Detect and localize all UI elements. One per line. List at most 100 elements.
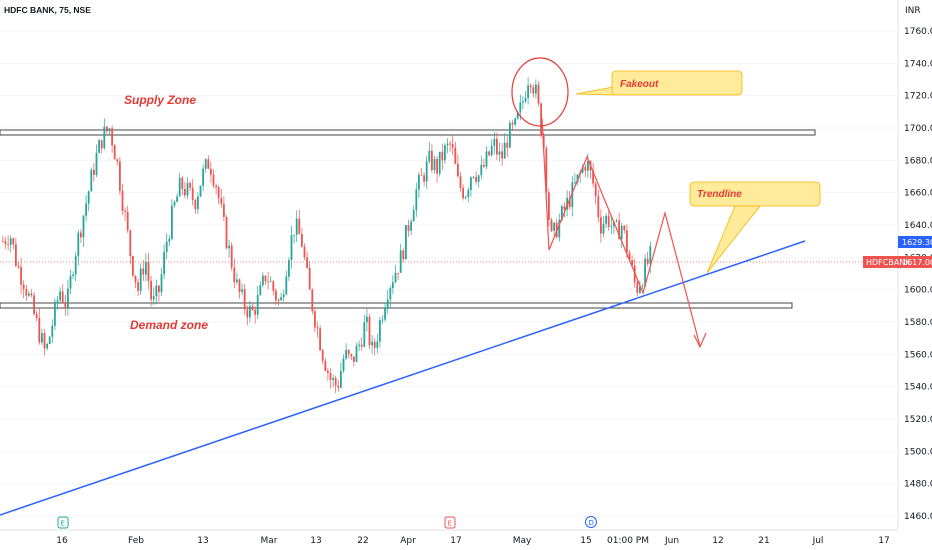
price-axis[interactable]: 1460.00 1480.00 1500.00 1520.00 1540.00 1560.… (904, 27, 932, 522)
y-tick-label: 1760.00 (904, 27, 932, 37)
candle-body (329, 372, 332, 380)
candle-body (150, 280, 152, 300)
candle-body (61, 291, 64, 303)
candle-body (74, 256, 77, 275)
candle-body (80, 232, 82, 238)
candle-body (9, 238, 12, 245)
candle-body (152, 296, 155, 300)
candle-body (4, 241, 7, 245)
candle-body (355, 345, 358, 362)
x-tick-label: 17 (450, 536, 461, 546)
plot-area[interactable] (0, 0, 898, 530)
earnings-marker-2-box (444, 516, 456, 529)
earnings-marker-1[interactable]: E (57, 516, 69, 529)
candle-body (124, 210, 126, 212)
chart-title: HDFC BANK, 75, NSE (4, 5, 91, 15)
candle-body (389, 288, 392, 300)
candle-body (496, 138, 498, 155)
candle-body (459, 176, 462, 188)
candle-body (186, 183, 189, 196)
y-tick-label: 1680.00 (904, 156, 932, 166)
candle-body (41, 333, 43, 343)
trendline-callout-box (689, 181, 821, 207)
candle-body (15, 244, 17, 266)
candle-body (412, 210, 415, 222)
candle-body (524, 98, 527, 102)
forecast-path[interactable] (541, 117, 701, 347)
candle-body (376, 341, 379, 348)
candle-body (381, 319, 384, 321)
candle-body (485, 151, 488, 167)
fakeout-callout[interactable]: Fakeout (575, 70, 743, 96)
fakeout-callout-box (611, 70, 743, 96)
candle-body (568, 197, 571, 208)
candle-body (587, 161, 589, 171)
candle-body (246, 309, 249, 318)
candle-body (280, 297, 282, 301)
earnings-marker-2[interactable]: E (444, 516, 456, 529)
candle-body (457, 163, 459, 177)
candle-body (249, 306, 251, 318)
demand-zone-rect[interactable] (0, 302, 793, 309)
candle-body (126, 211, 129, 231)
candle-body (67, 288, 69, 308)
trendline[interactable] (0, 240, 806, 516)
earnings-marker-1-box (57, 516, 69, 529)
candle-body (319, 328, 321, 351)
candle-body (470, 177, 472, 191)
candle-body (566, 197, 568, 210)
candle-body (2, 241, 4, 242)
candle-body (402, 250, 405, 260)
candle-body (379, 320, 381, 342)
candle-body (615, 220, 618, 222)
candle-body (576, 174, 579, 183)
candle-body (386, 299, 389, 308)
candle-body (597, 196, 600, 218)
candles (2, 77, 652, 394)
x-tick-label: Feb (128, 536, 144, 546)
candle-body (405, 225, 407, 260)
fakeout-circle[interactable] (511, 57, 569, 127)
time-axis[interactable]: 16 Feb 13 Mar 13 22 Apr 17 May 15 01:00 PM Jun 12 21 J… (56, 536, 889, 546)
candle-body (191, 187, 194, 201)
candle-body (311, 289, 314, 312)
candle-body (12, 238, 15, 245)
candle-body (22, 284, 25, 289)
y-tick-label: 1700.00 (904, 124, 932, 134)
dividend-marker[interactable]: D (585, 516, 597, 528)
candle-body (306, 257, 308, 268)
candle-body (558, 219, 561, 238)
candle-body (95, 152, 98, 175)
candle-body (264, 275, 267, 282)
candle-body (321, 350, 324, 361)
candle-body (25, 288, 28, 296)
candle-body (90, 169, 93, 192)
candle-body (111, 128, 113, 146)
candle-body (363, 322, 366, 347)
candle-body (418, 174, 420, 190)
candle-body (181, 177, 184, 189)
candle-body (233, 267, 236, 283)
candle-body (438, 151, 441, 174)
candle-body (454, 147, 457, 164)
y-tick-label: 1480.00 (904, 480, 932, 490)
candle-body (353, 356, 355, 362)
supply-zone-rect[interactable] (0, 129, 816, 136)
candle-body (220, 198, 223, 205)
trendline-callout[interactable]: Trendline (689, 181, 821, 274)
candle-body (462, 187, 464, 199)
candle-body (116, 159, 119, 162)
candle-body (332, 378, 334, 380)
candle-body (516, 112, 519, 119)
candle-body (184, 188, 186, 196)
candle-body (415, 189, 418, 211)
candle-body (535, 84, 537, 94)
candle-body (324, 360, 327, 371)
candle-body (298, 218, 301, 235)
candle-body (171, 205, 173, 239)
candle-body (272, 281, 275, 291)
candle-body (194, 200, 197, 210)
candle-body (477, 175, 480, 182)
candle-body (384, 307, 386, 320)
